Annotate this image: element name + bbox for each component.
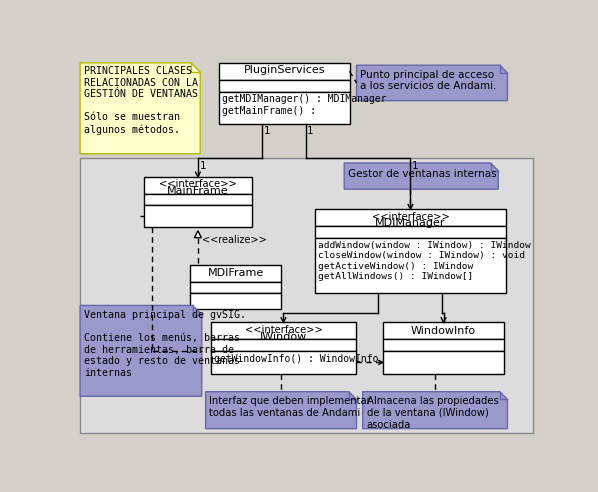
Bar [315,226,506,238]
Bar [211,339,356,351]
Text: 1: 1 [200,161,206,171]
Text: PRINCIPALES CLASES
RELACIONADAS CON LA
GESTIÓN DE VENTANAS

Sólo se muestran
alg: PRINCIPALES CLASES RELACIONADAS CON LA G… [84,66,198,135]
Text: 1: 1 [412,161,419,171]
Text: MainFrame: MainFrame [167,186,228,196]
Text: MDIFrame: MDIFrame [208,269,264,278]
Bar [383,351,504,374]
Polygon shape [356,65,508,101]
Bar [190,293,281,308]
Polygon shape [206,392,356,429]
Bar [383,339,504,351]
Polygon shape [344,163,498,189]
Bar [211,351,356,374]
Polygon shape [362,392,508,429]
Text: Almacena las propiedades
de la ventana (IWindow)
asociada: Almacena las propiedades de la ventana (… [367,396,498,430]
Text: getMDIManager() : MDIManager
getMainFrame() :: getMDIManager() : MDIManager getMainFram… [222,94,386,116]
Bar [144,177,252,194]
Text: IWindow: IWindow [260,332,307,341]
Text: Punto principal de acceso
a los servicios de Andami.: Punto principal de acceso a los servicio… [361,70,497,92]
Bar [383,322,504,339]
Polygon shape [80,63,200,154]
Text: addWindow(window : IWindow) : IWindow
closeWindow(window : IWindow) : void
getAc: addWindow(window : IWindow) : IWindow cl… [318,241,531,281]
Text: Interfaz que deben implementar
todas las ventanas de Andami: Interfaz que deben implementar todas las… [209,396,371,418]
Bar [219,92,350,124]
Text: <<interface>>: <<interface>> [245,325,322,335]
Bar [219,80,350,92]
Text: MDIManager: MDIManager [375,218,446,228]
Text: getWindowInfo() : WindowInfo: getWindowInfo() : WindowInfo [214,354,379,364]
Text: <<realize>>: <<realize>> [202,235,267,245]
Bar [190,265,281,281]
Text: <<interface>>: <<interface>> [159,179,237,189]
Bar [144,194,252,205]
Text: Ventana principal de gvSIG.

Contiene los menús, barras
de herramientas, barra d: Ventana principal de gvSIG. Contiene los… [84,310,246,378]
Text: 1: 1 [263,126,270,136]
Bar [315,238,506,293]
Text: Gestor de ventanas internas: Gestor de ventanas internas [348,169,497,179]
Bar [80,157,533,433]
Bar [190,281,281,293]
Polygon shape [80,306,202,396]
Bar [211,322,356,339]
Bar [144,205,252,227]
Bar [315,209,506,226]
Polygon shape [194,231,202,238]
Text: 1: 1 [307,126,314,136]
Bar [219,63,350,80]
Text: <<interface>>: <<interface>> [371,212,449,221]
Text: WindowInfo: WindowInfo [411,326,476,336]
Text: PluginServices: PluginServices [243,65,325,75]
